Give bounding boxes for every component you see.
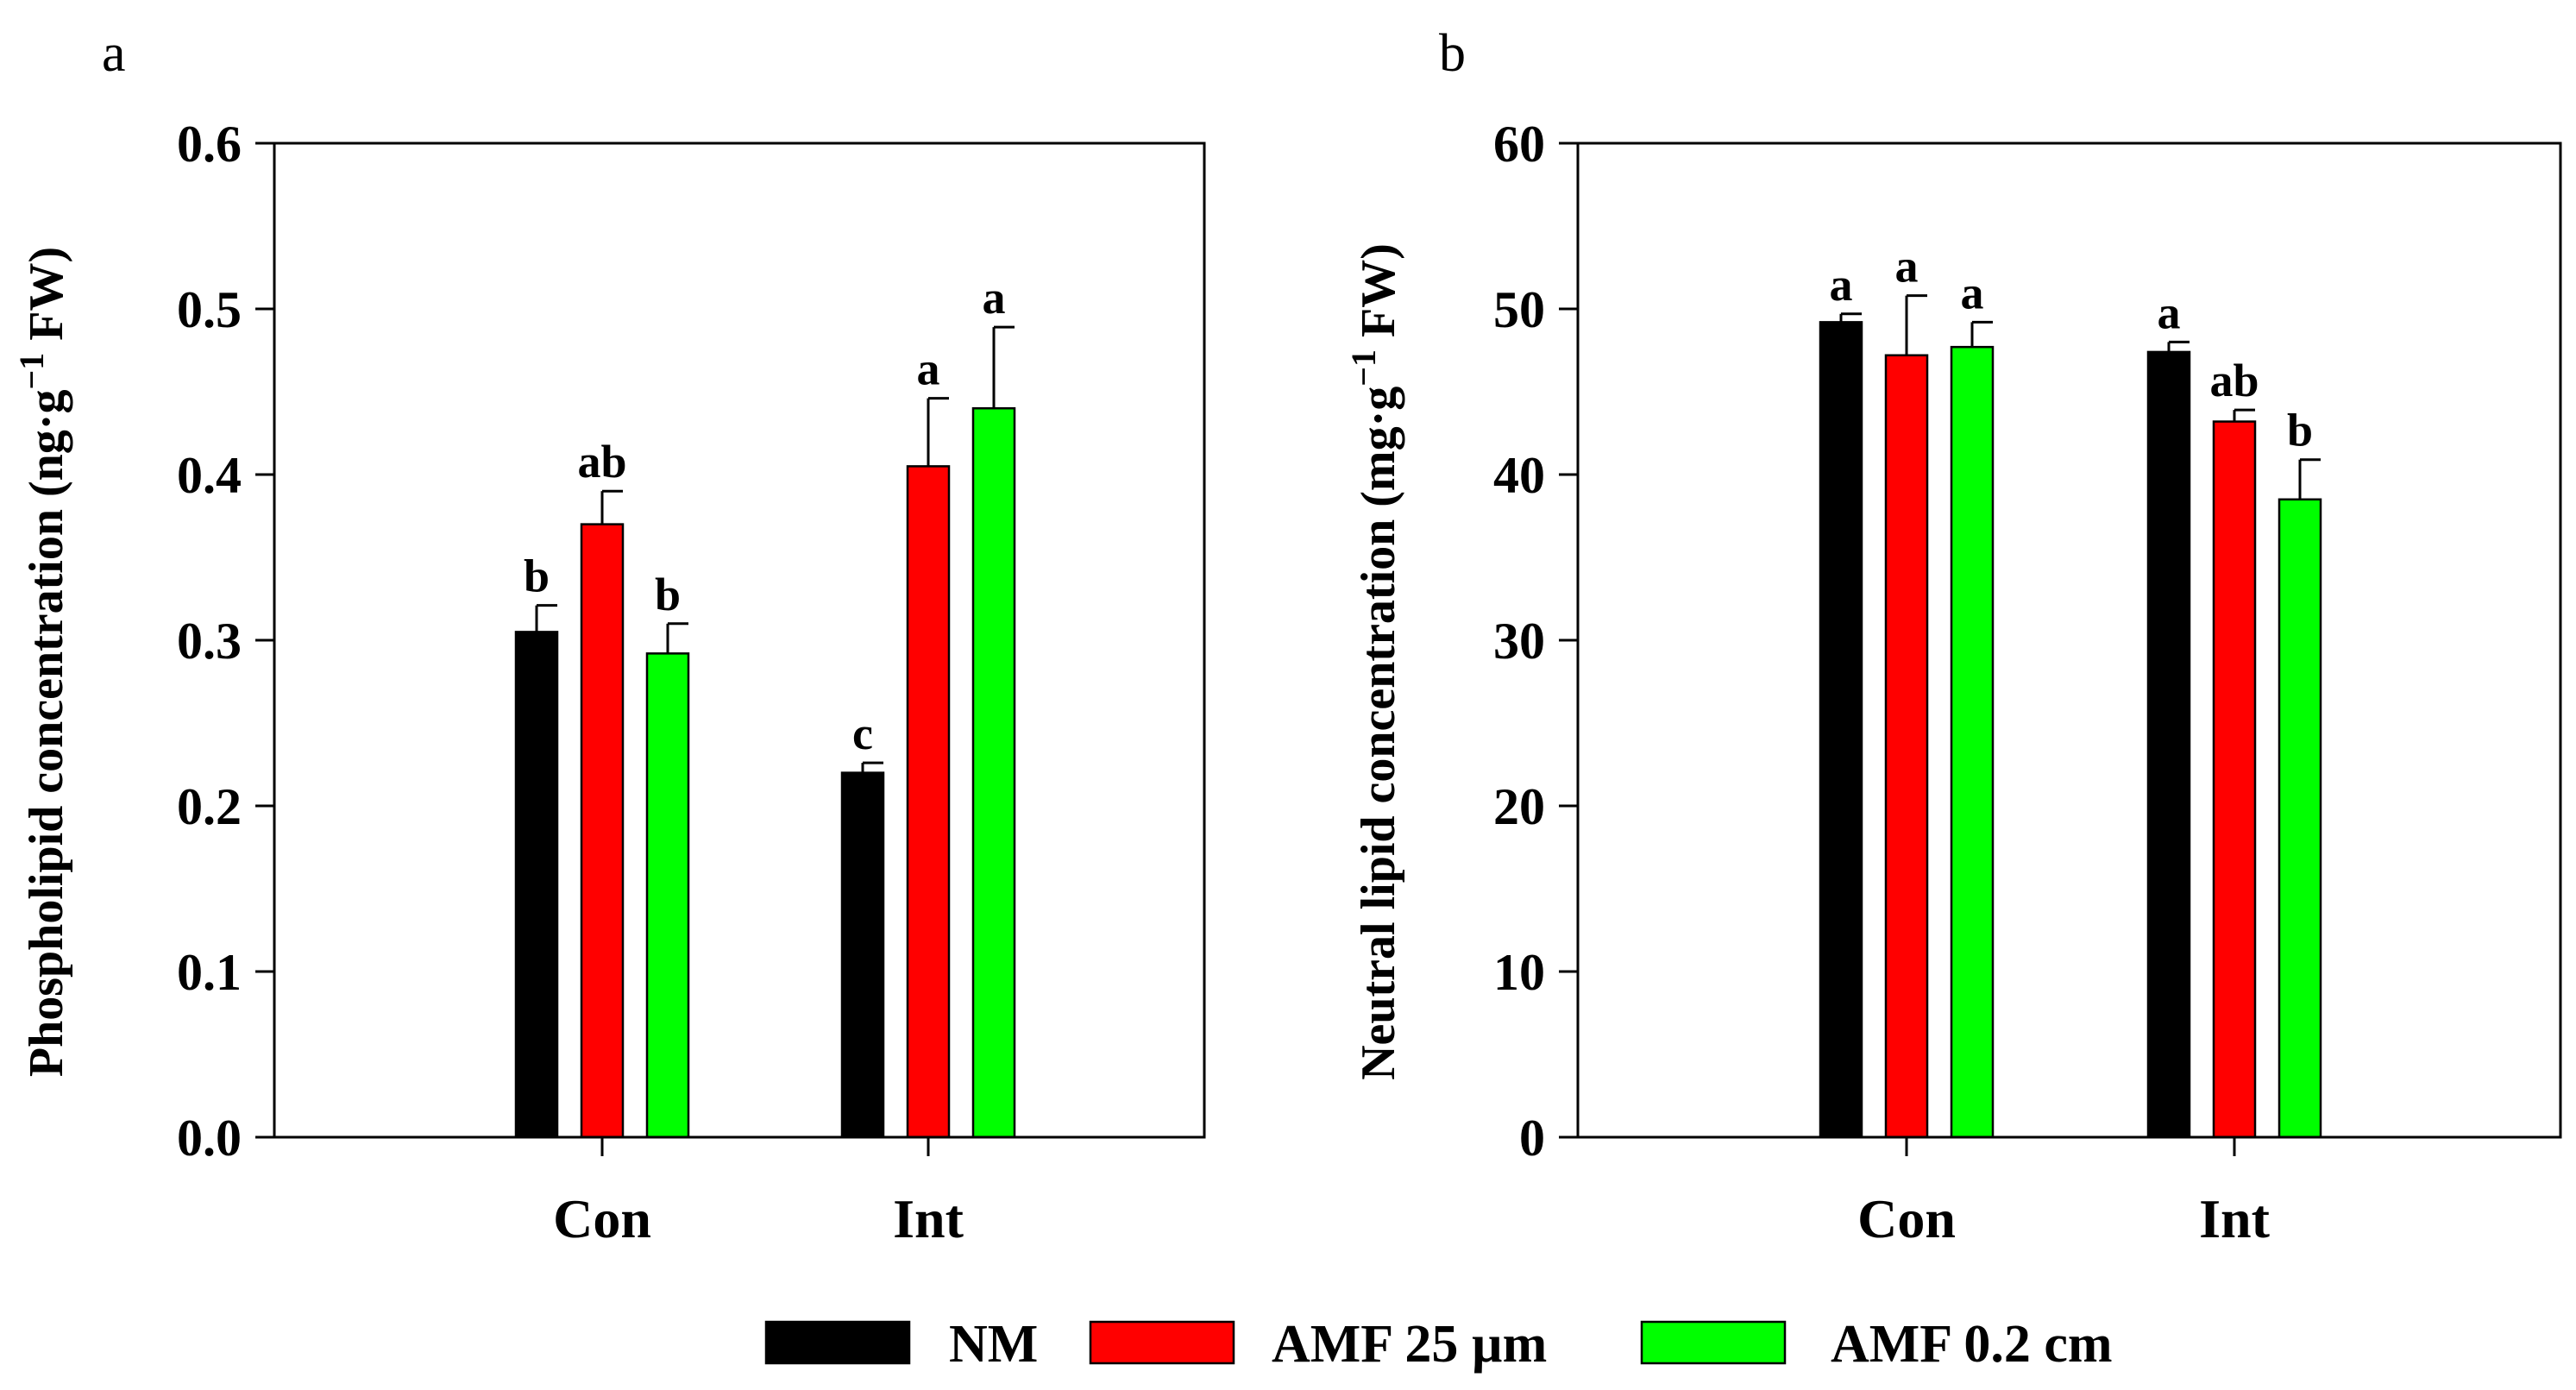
bar — [840, 771, 885, 1139]
bar — [2212, 420, 2257, 1139]
plot-frame — [273, 142, 1206, 1139]
bar — [514, 631, 559, 1139]
plot-frame — [1576, 142, 2562, 1139]
legend-label: AMF 25 µm — [1272, 1315, 1547, 1374]
bar — [1884, 354, 1929, 1139]
y-tick-label: 0.0 — [177, 1110, 242, 1167]
significance-letter: a — [1895, 241, 1919, 292]
y-tick-label: 0.3 — [177, 613, 242, 670]
y-tick-label: 50 — [1493, 281, 1545, 338]
significance-letter: ab — [577, 436, 626, 487]
significance-letter: a — [1830, 259, 1853, 311]
significance-letter: b — [524, 550, 550, 602]
significance-letter: a — [1961, 267, 1984, 318]
y-tick-label: 30 — [1493, 613, 1545, 670]
panel-letter: a — [102, 24, 126, 83]
y-tick-label: 0.2 — [177, 778, 242, 835]
y-axis-label-end: FW) — [20, 247, 73, 353]
y-axis-label-main: Phospholipid concentration (ng·g — [20, 390, 73, 1078]
bar — [2146, 350, 2191, 1139]
y-axis-label-end: FW) — [1352, 243, 1405, 349]
significance-letter: a — [983, 272, 1006, 324]
y-tick-label: 0.1 — [177, 944, 242, 1001]
bar — [1819, 321, 1863, 1139]
x-tick-label: Int — [2199, 1188, 2271, 1249]
legend-label: NM — [949, 1315, 1038, 1374]
bar — [2278, 498, 2322, 1139]
y-tick-label: 10 — [1493, 944, 1545, 1001]
significance-letter: b — [655, 569, 681, 620]
y-tick-label: 0.5 — [177, 281, 242, 338]
y-tick-label: 40 — [1493, 447, 1545, 504]
y-axis-label: Phospholipid concentration (ng·g−1 FW) — [12, 247, 74, 1077]
y-tick-label: 0.6 — [177, 116, 242, 173]
y-tick-label: 60 — [1493, 116, 1545, 173]
legend-swatch — [1089, 1320, 1235, 1365]
y-axis-label: Neutral lipid concentration (mg·g−1 FW) — [1344, 243, 1406, 1080]
significance-letter: a — [2158, 286, 2181, 338]
bar — [1950, 345, 1995, 1139]
y-tick-label: 0 — [1519, 1110, 1545, 1167]
legend-swatch — [1640, 1320, 1787, 1365]
bar — [580, 523, 625, 1139]
x-tick-label: Con — [553, 1188, 651, 1249]
significance-letter: c — [852, 708, 873, 759]
legend-swatch — [764, 1320, 911, 1365]
significance-letter: a — [917, 343, 940, 395]
x-tick-label: Con — [1857, 1188, 1956, 1249]
significance-letter: b — [2287, 405, 2313, 456]
legend-label: AMF 0.2 cm — [1831, 1315, 2113, 1374]
y-tick-label: 20 — [1493, 778, 1545, 835]
legend: NM AMF 25 µm AMF 0.2 cm — [764, 1315, 2113, 1374]
y-axis-label-superscript: −1 — [1344, 349, 1383, 387]
significance-letter: ab — [2209, 355, 2259, 406]
panel-letter: b — [1439, 24, 1466, 83]
y-axis-label-superscript: −1 — [12, 353, 51, 390]
bar — [906, 465, 951, 1139]
x-tick-label: Int — [893, 1188, 964, 1249]
bar — [645, 652, 690, 1139]
bar — [971, 406, 1016, 1139]
y-tick-label: 0.4 — [177, 447, 242, 504]
y-axis-label-main: Neutral lipid concentration (mg·g — [1352, 387, 1405, 1080]
